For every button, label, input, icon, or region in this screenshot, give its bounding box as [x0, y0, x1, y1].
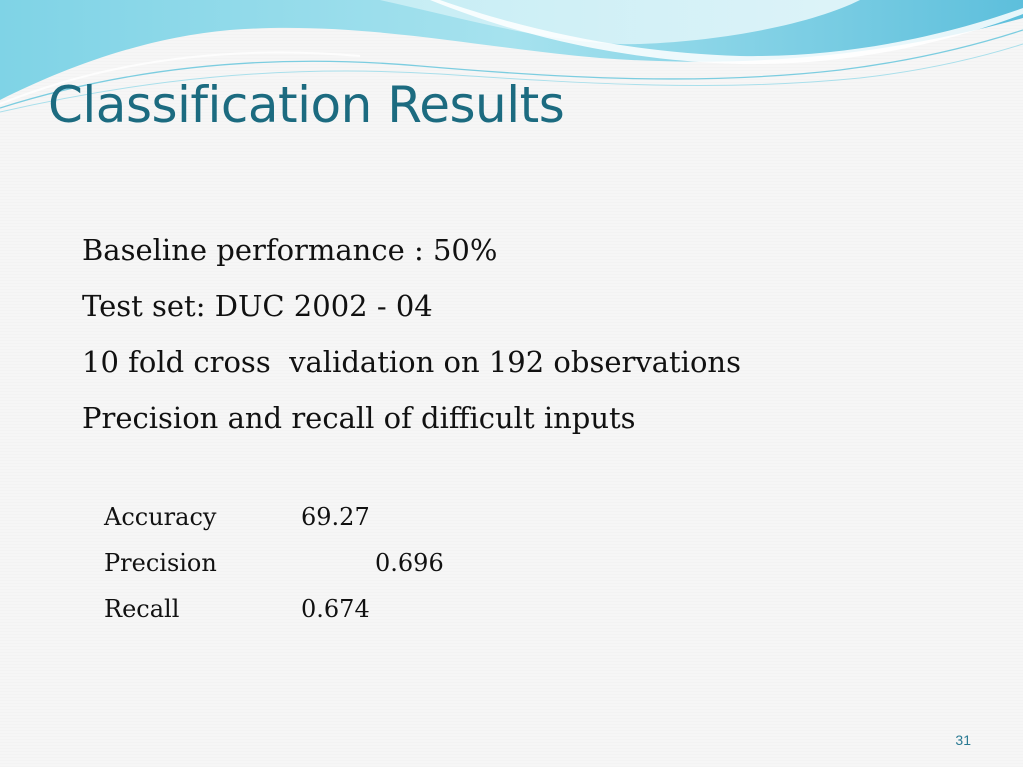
metric-value: 69.27 — [301, 503, 370, 531]
metric-label: Recall — [104, 595, 180, 623]
metric-row-precision: Precision 0.696 — [104, 543, 524, 589]
bullet-item: Test set: DUC 2002 - 04 — [82, 289, 433, 323]
metric-row-accuracy: Accuracy 69.27 — [104, 497, 524, 543]
metric-row-recall: Recall 0.674 — [104, 589, 524, 635]
metric-label: Accuracy — [104, 503, 217, 531]
bullet-item: Precision and recall of difficult inputs — [82, 401, 636, 435]
bullet-item: Baseline performance : 50% — [82, 233, 498, 267]
header-wave-decoration — [0, 0, 1023, 113]
slide-number: 31 — [955, 732, 971, 748]
bullet-list: Baseline performance : 50% Test set: DUC… — [82, 222, 741, 446]
metric-value: 0.674 — [301, 595, 370, 623]
metric-label: Precision — [104, 549, 217, 577]
metrics-table: Accuracy 69.27 Precision 0.696 Recall 0.… — [104, 497, 524, 635]
metric-value: 0.696 — [375, 549, 444, 577]
bullet-item: 10 fold cross validation on 192 observat… — [82, 345, 741, 379]
slide-title: Classification Results — [48, 76, 565, 134]
